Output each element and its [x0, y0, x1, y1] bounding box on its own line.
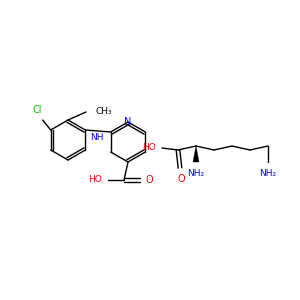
Text: HO: HO	[88, 176, 102, 184]
Text: O: O	[177, 174, 185, 184]
Text: NH₂: NH₂	[188, 169, 205, 178]
Polygon shape	[193, 146, 199, 162]
Text: NH₂: NH₂	[260, 169, 277, 178]
Text: N: N	[124, 117, 132, 127]
Text: Cl: Cl	[33, 105, 42, 115]
Text: CH₃: CH₃	[95, 106, 112, 116]
Text: HO: HO	[142, 143, 156, 152]
Text: O: O	[145, 175, 153, 185]
Text: NH: NH	[90, 134, 104, 142]
